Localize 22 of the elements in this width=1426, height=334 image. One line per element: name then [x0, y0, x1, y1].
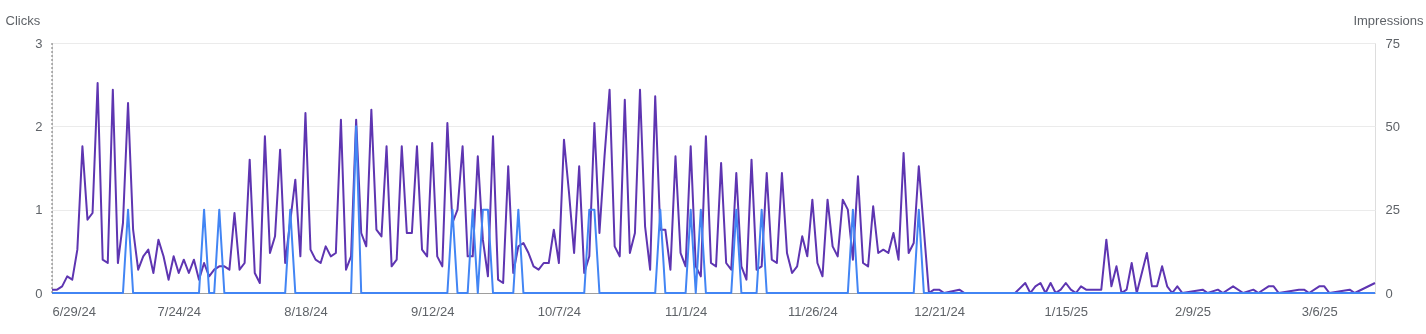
x-tick-label: 1/15/25 — [1044, 303, 1088, 319]
y2-tick-label: 50 — [1385, 118, 1400, 134]
y2-axis-title: Impressions — [1353, 12, 1424, 28]
y2-tick-label: 0 — [1385, 285, 1393, 301]
x-tick-label: 10/7/24 — [537, 303, 582, 319]
x-tick-label: 11/1/24 — [664, 303, 708, 319]
x-tick-label: 12/21/24 — [914, 303, 965, 319]
y2-tick-label: 25 — [1385, 202, 1400, 218]
x-tick-label: 11/26/24 — [788, 303, 838, 319]
y-axis-title: Clicks — [5, 12, 41, 28]
x-tick-label: 6/29/24 — [52, 303, 96, 319]
y2-tick-label: 75 — [1385, 35, 1400, 51]
x-tick-label: 8/18/24 — [284, 303, 328, 319]
x-tick-label: 2/9/25 — [1174, 303, 1212, 319]
x-tick-label: 9/12/24 — [410, 303, 455, 319]
y-tick-label: 1 — [35, 202, 43, 218]
y-tick-label: 3 — [35, 35, 43, 51]
x-tick-label: 3/6/25 — [1301, 303, 1338, 319]
y-tick-label: 0 — [35, 285, 43, 301]
y-tick-label: 2 — [35, 118, 43, 134]
line-series — [51, 82, 1376, 294]
x-tick-label: 7/24/24 — [157, 303, 201, 319]
